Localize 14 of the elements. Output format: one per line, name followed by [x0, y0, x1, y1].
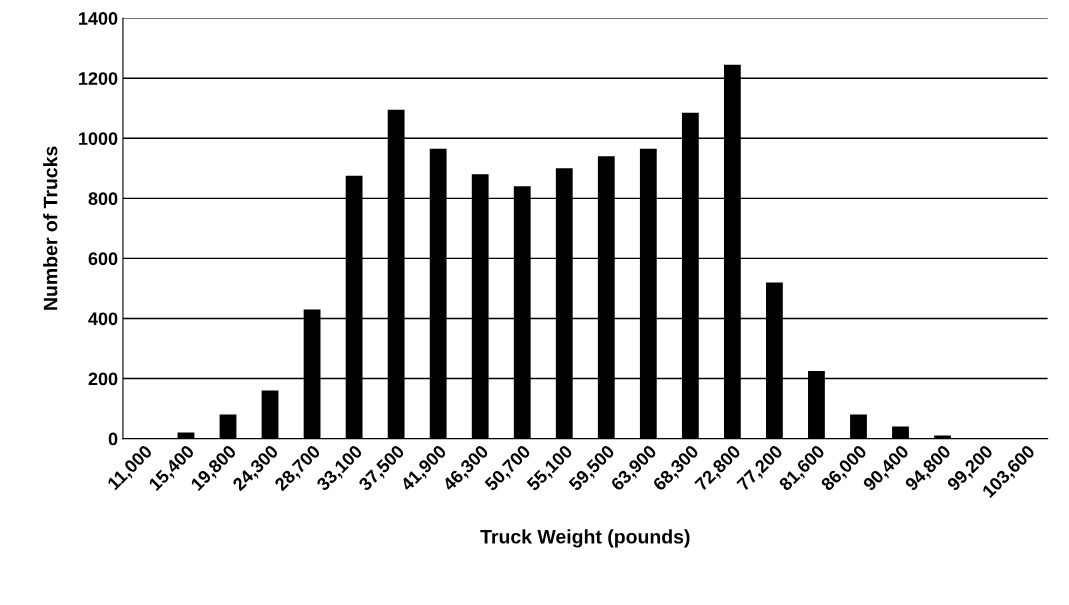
y-axis-title: Number of Trucks [43, 146, 58, 310]
bar [850, 414, 867, 439]
y-tick-label: 800 [88, 192, 118, 206]
bar [892, 426, 909, 439]
bar [261, 390, 279, 439]
y-tick-label: 1000 [79, 132, 118, 146]
y-tick-label: 600 [88, 252, 118, 266]
bar [219, 414, 237, 439]
x-axis-title: Truck Weight (pounds) [480, 529, 690, 548]
y-tick-label: 1200 [79, 72, 118, 85]
y-tick-label: 400 [88, 312, 118, 326]
y-tick-label: 0 [108, 432, 118, 446]
y-tick-label: 1400 [79, 12, 118, 25]
y-tick-label: 200 [88, 372, 118, 386]
